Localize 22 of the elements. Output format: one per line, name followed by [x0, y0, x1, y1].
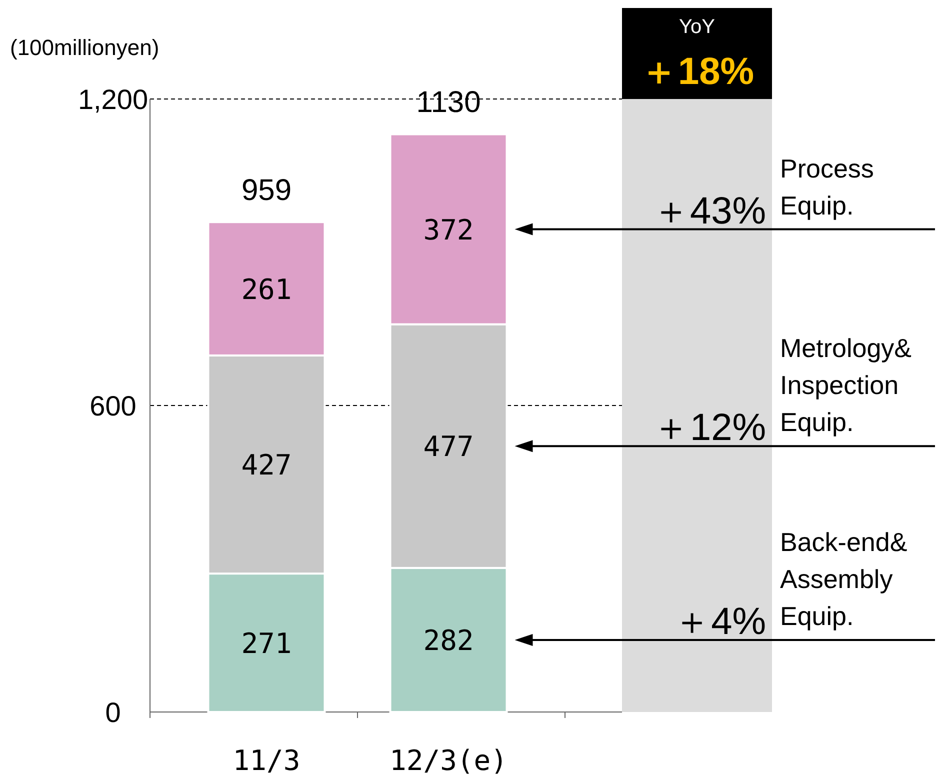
- text: Back-end& Assembly Equip.: [780, 526, 908, 631]
- data-label: 261: [241, 272, 292, 306]
- text: ＋43%: [652, 190, 766, 232]
- y-axis-title: (100millionyen): [10, 35, 160, 60]
- text: ＋18%: [640, 51, 754, 93]
- text: ＋4%: [673, 600, 766, 643]
- text: Metrology& Inspection Equip.: [780, 333, 912, 438]
- data-label: 477: [423, 430, 474, 464]
- data-label: 427: [241, 448, 292, 482]
- x-tick-label: 12/3(e): [390, 744, 508, 777]
- total-label: 1130: [416, 86, 481, 120]
- text: YoY: [679, 16, 715, 38]
- x-tick-label: 11/3: [232, 744, 300, 777]
- text: ＋12%: [652, 407, 766, 450]
- data-label: 372: [423, 213, 474, 246]
- y-tick-label: 0: [105, 697, 121, 728]
- data-label: 271: [241, 626, 292, 660]
- y-tick-label: 600: [90, 390, 136, 422]
- data-label: 282: [423, 624, 474, 657]
- text: Process Equip.: [780, 153, 874, 220]
- total-label: 959: [241, 174, 292, 208]
- y-tick-label: 1,200: [78, 84, 148, 115]
